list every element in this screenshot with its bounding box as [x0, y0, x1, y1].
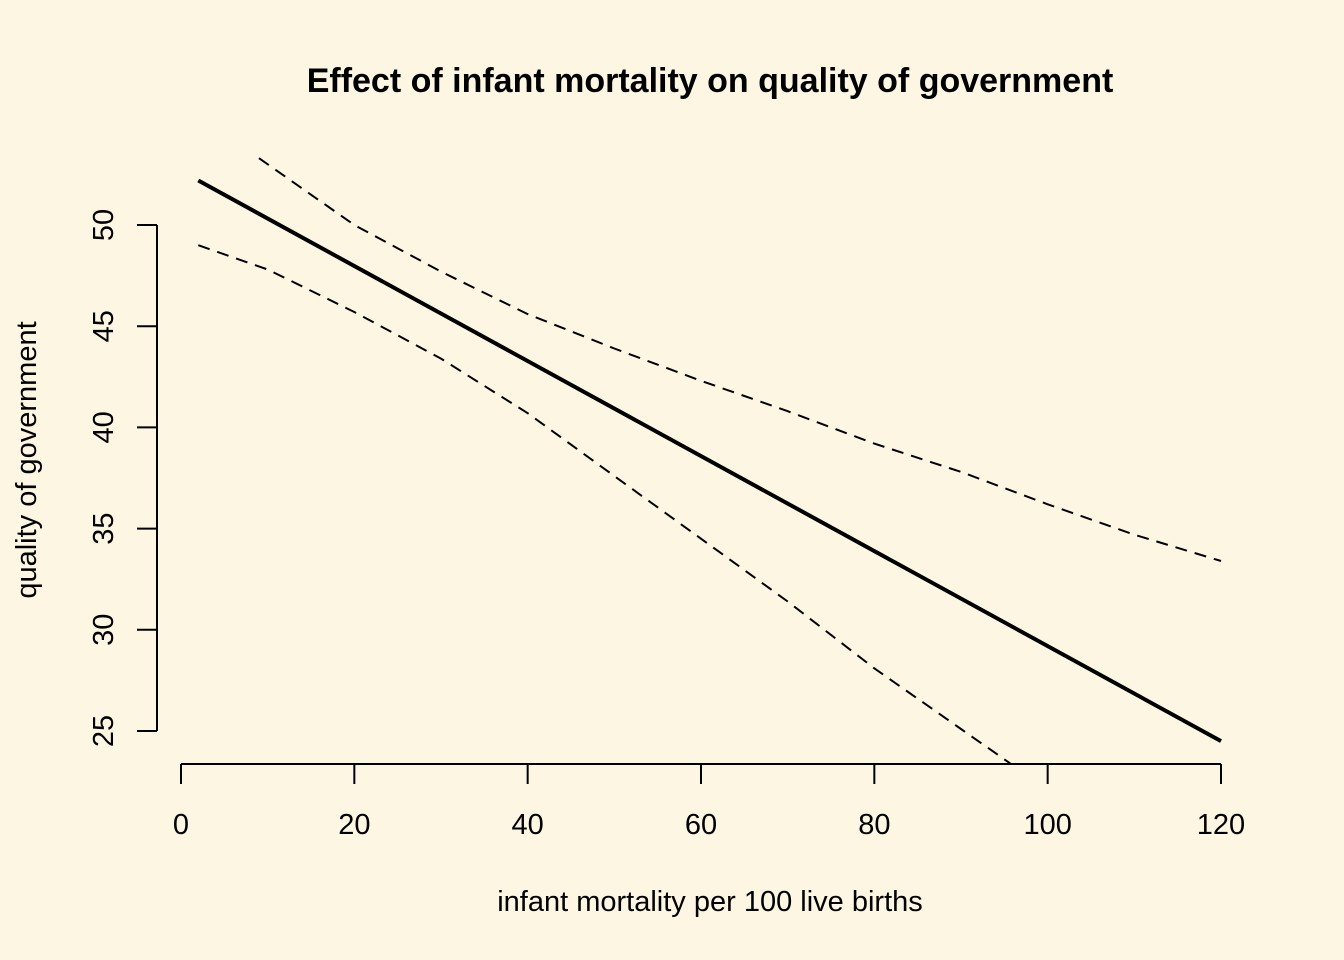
x-tick-label: 0	[173, 809, 189, 841]
upper-bound-line	[258, 157, 1222, 562]
x-axis: 0 20 40 60 80 100 120	[173, 763, 1245, 841]
y-tick-label: 45	[88, 310, 120, 342]
lower-bound-line	[197, 244, 1013, 764]
x-tick-label: 60	[685, 809, 717, 841]
series-layer	[197, 157, 1222, 764]
y-tick-label: 40	[88, 411, 120, 443]
y-axis-label: quality of government	[11, 321, 43, 598]
y-tick-label: 25	[88, 715, 120, 747]
x-tick-label: 80	[858, 809, 890, 841]
y-tick-label: 35	[88, 512, 120, 544]
x-tick-label: 20	[338, 809, 370, 841]
x-tick-label: 100	[1023, 809, 1071, 841]
y-tick-label: 30	[88, 614, 120, 646]
x-axis-label: infant mortality per 100 live births	[497, 886, 923, 918]
x-tick-label: 40	[512, 809, 544, 841]
y-tick-label: 50	[88, 209, 120, 241]
x-tick-label: 120	[1197, 809, 1245, 841]
fit-line	[197, 178, 1222, 743]
chart-title: Effect of infant mortality on quality of…	[307, 62, 1114, 100]
y-axis: 25 30 35 40 45 50	[88, 209, 158, 747]
